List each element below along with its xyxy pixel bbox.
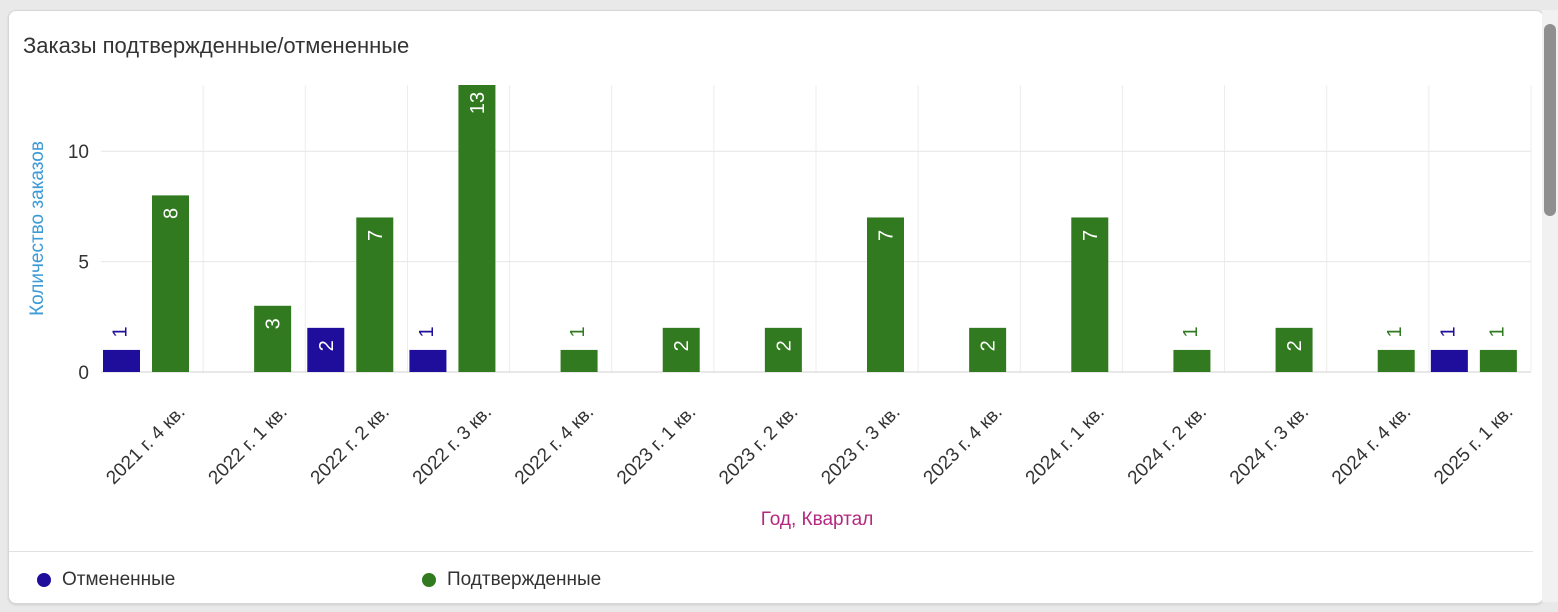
x-tick-label: 2022 г. 3 кв. xyxy=(409,402,496,489)
bar-confirmed[interactable] xyxy=(560,349,598,372)
bar-confirmed[interactable] xyxy=(152,195,189,372)
x-tick-label: 2023 г. 3 кв. xyxy=(817,402,904,489)
data-label: 3 xyxy=(263,318,285,329)
bar-cancelled[interactable] xyxy=(409,349,447,372)
bar-cancelled[interactable] xyxy=(1430,349,1468,372)
legend-item-confirmed[interactable]: Подтвержденные xyxy=(422,569,601,591)
data-label: 1 xyxy=(1486,326,1508,337)
x-tick-label: 2022 г. 2 кв. xyxy=(307,402,394,489)
bar-confirmed[interactable] xyxy=(867,217,904,372)
x-tick-label: 2024 г. 2 кв. xyxy=(1124,402,1211,489)
y-tick-label: 5 xyxy=(78,253,89,274)
bar-confirmed[interactable] xyxy=(1377,349,1415,372)
bar-confirmed[interactable] xyxy=(1173,349,1211,372)
data-label: 2 xyxy=(671,340,693,351)
data-label: 1 xyxy=(1384,326,1406,337)
x-tick-label: 2022 г. 1 кв. xyxy=(205,402,292,489)
x-tick-label: 2023 г. 2 кв. xyxy=(715,402,802,489)
legend-dot-confirmed xyxy=(422,573,436,587)
x-tick-label: 2024 г. 4 кв. xyxy=(1328,402,1415,489)
bar-confirmed[interactable] xyxy=(1275,327,1313,372)
x-tick-label: 2021 г. 4 кв. xyxy=(102,402,189,489)
legend-divider xyxy=(9,551,1533,552)
bar-confirmed[interactable] xyxy=(662,327,700,372)
legend-item-cancelled[interactable]: Отмененные xyxy=(37,569,175,591)
x-tick-label: 2022 г. 4 кв. xyxy=(511,402,598,489)
bar-confirmed[interactable] xyxy=(254,305,292,372)
x-axis-title: Год, Квартал xyxy=(761,509,874,530)
legend-label: Подтвержденные xyxy=(447,569,602,590)
data-label: 1 xyxy=(567,326,589,337)
data-label: 2 xyxy=(316,340,338,351)
scrollbar-thumb[interactable] xyxy=(1544,24,1556,216)
data-label: 7 xyxy=(365,230,387,241)
x-tick-label: 2025 г. 1 кв. xyxy=(1430,402,1517,489)
x-tick-label: 2023 г. 4 кв. xyxy=(920,402,1007,489)
data-label: 1 xyxy=(1437,326,1459,337)
legend-dot-cancelled xyxy=(37,573,51,587)
y-tick-label: 10 xyxy=(68,142,89,163)
x-tick-label: 2024 г. 1 кв. xyxy=(1022,402,1109,489)
y-tick-label: 0 xyxy=(78,363,89,384)
data-label: 1 xyxy=(110,326,132,337)
chart-title: Заказы подтвержденные/отмененные xyxy=(23,33,410,58)
bar-confirmed[interactable] xyxy=(458,85,496,372)
bar-confirmed[interactable] xyxy=(1479,349,1517,372)
data-label: 13 xyxy=(467,92,489,114)
bar-cancelled[interactable] xyxy=(307,327,345,372)
y-axis-title: Количество заказов xyxy=(27,141,48,316)
data-label: 2 xyxy=(978,340,1000,351)
data-label: 2 xyxy=(773,340,795,351)
x-tick-label: 2023 г. 1 кв. xyxy=(613,402,700,489)
legend-label: Отмененные xyxy=(62,569,176,590)
bar-confirmed[interactable] xyxy=(969,327,1007,372)
data-label: 7 xyxy=(876,230,898,241)
data-label: 2 xyxy=(1284,340,1306,351)
vertical-scrollbar[interactable] xyxy=(1542,10,1558,602)
bar-cancelled[interactable] xyxy=(103,349,140,372)
bar-confirmed[interactable] xyxy=(764,327,802,372)
x-tick-label: 2024 г. 3 кв. xyxy=(1226,402,1313,489)
bar-confirmed[interactable] xyxy=(356,217,394,372)
bar-chart: 0 5 10 Количество заказов Год, Квартал 1 8 2021… xyxy=(27,85,1532,530)
data-label: 1 xyxy=(1180,326,1202,337)
chart-card: Заказы подтвержденные/отмененные 0 5 10 Кол… xyxy=(8,10,1544,604)
data-label: 8 xyxy=(161,208,183,219)
data-label: 7 xyxy=(1080,230,1102,241)
data-label: 1 xyxy=(416,326,438,337)
bar-confirmed[interactable] xyxy=(1071,217,1109,372)
